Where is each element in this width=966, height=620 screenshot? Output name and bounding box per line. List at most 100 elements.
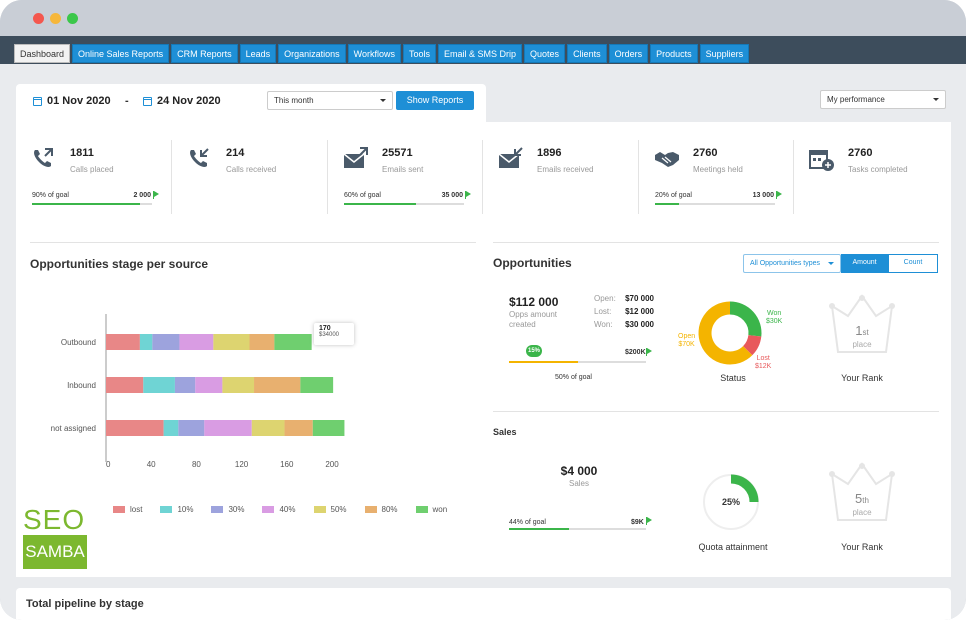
bar-segment[interactable] [179, 334, 214, 350]
legend-label: 10% [177, 505, 194, 514]
brand-logo: SEO SAMBA [23, 505, 87, 573]
bar-segment[interactable] [152, 334, 180, 350]
kpi-divider [638, 140, 639, 214]
category-label: not assigned [51, 424, 96, 433]
legend-item[interactable]: 40% [262, 505, 296, 514]
legend-label: 50% [330, 505, 347, 514]
date-to[interactable]: 24 Nov 2020 [143, 95, 221, 107]
close-window-button[interactable] [33, 13, 44, 24]
tab-organizations[interactable]: Organizations [278, 44, 346, 63]
calendar-icon [33, 96, 42, 106]
kpi-target: 2 000 [133, 192, 151, 199]
opps-amount-label: Opps amount created [509, 310, 558, 329]
amount-toggle[interactable]: Amount [841, 254, 888, 273]
bar-segment[interactable] [106, 420, 164, 436]
kpi-label: Emails sent [382, 165, 424, 174]
tab-online-sales-reports[interactable]: Online Sales Reports [72, 44, 170, 63]
bar-segment[interactable] [163, 420, 179, 436]
kpi-target: 13 000 [752, 192, 774, 199]
minimize-window-button[interactable] [50, 13, 61, 24]
crown-icon [829, 294, 895, 353]
open-stat: Open: $70 000 [594, 294, 654, 303]
count-toggle[interactable]: Count [888, 254, 938, 273]
date-from[interactable]: 01 Nov 2020 [33, 95, 111, 107]
divider [493, 411, 939, 412]
bar-segment[interactable] [251, 420, 285, 436]
bar-segment[interactable] [274, 334, 312, 350]
show-reports-button[interactable]: Show Reports [396, 91, 474, 110]
x-tick-label: 200 [325, 460, 339, 469]
opps-progress-track [509, 361, 646, 363]
chevron-down-icon [380, 99, 386, 102]
bar-segment[interactable] [204, 420, 252, 436]
kpi-label: Meetings held [693, 165, 743, 174]
main-tabs: Dashboard Online Sales Reports CRM Reports… [14, 44, 750, 63]
kpi-divider [482, 140, 483, 214]
kpi-progress-fill [655, 203, 679, 205]
bar-segment[interactable] [178, 420, 205, 436]
tab-suppliers[interactable]: Suppliers [699, 44, 750, 63]
legend-item[interactable]: lost [113, 505, 142, 514]
bar-segment[interactable] [249, 334, 275, 350]
legend-swatch [160, 506, 173, 513]
legend-item[interactable]: won [415, 505, 447, 514]
chevron-down-icon [933, 98, 939, 101]
donut-slice[interactable] [742, 334, 762, 356]
legend-item[interactable]: 80% [364, 505, 398, 514]
lost-slice-label: Lost $12K [755, 355, 772, 370]
tab-quotes[interactable]: Quotes [524, 44, 566, 63]
kpi-label: Calls received [226, 165, 277, 174]
chevron-down-icon [828, 262, 834, 265]
bar-segment[interactable] [222, 377, 255, 393]
bar-segment[interactable] [106, 377, 144, 393]
rank-word: place [852, 340, 872, 349]
bar-segment[interactable] [213, 334, 250, 350]
opportunity-type-select[interactable]: All Opportunities types [743, 254, 841, 273]
phone-outgoing-icon [31, 147, 57, 178]
tab-tools[interactable]: Tools [403, 44, 437, 63]
bar-segment[interactable] [254, 377, 301, 393]
tab-dashboard[interactable]: Dashboard [14, 44, 71, 63]
tab-clients[interactable]: Clients [567, 44, 607, 63]
kpi-progress-track [344, 203, 464, 205]
tab-crm-reports[interactable]: CRM Reports [171, 44, 238, 63]
tooltip-value: 170 [319, 325, 331, 332]
bar-segment[interactable] [174, 377, 196, 393]
opps-progress-fill [509, 361, 578, 363]
kpi-goal-text: 20% of goal [655, 192, 692, 199]
chart-tooltip: 170 $34000 [314, 323, 354, 345]
tab-workflows[interactable]: Workflows [347, 44, 401, 63]
pipeline-title: Total pipeline by stage [26, 598, 144, 610]
tab-leads[interactable]: Leads [239, 44, 277, 63]
bar-segment[interactable] [195, 377, 223, 393]
rank-badge: 1st place [826, 292, 898, 364]
bar-segment[interactable] [300, 377, 334, 393]
donut-slice[interactable] [729, 301, 762, 337]
tab-email-sms-drip[interactable]: Email & SMS Drip [438, 44, 523, 63]
donut-slice[interactable] [698, 301, 753, 365]
legend-swatch [262, 506, 275, 513]
x-tick-label: 80 [192, 460, 201, 469]
kpi-value: 1811 [70, 147, 94, 159]
period-select[interactable]: This month [267, 91, 393, 110]
legend-item[interactable]: 50% [313, 505, 347, 514]
opps-target: $200K [625, 349, 646, 356]
bar-segment[interactable] [143, 377, 175, 393]
kpi-value: 1896 [537, 147, 562, 159]
bar-segment[interactable] [312, 420, 345, 436]
status-donut [698, 301, 762, 365]
kpi-progress-track [32, 203, 152, 205]
bar-segment[interactable] [139, 334, 153, 350]
calendar-icon [143, 96, 152, 106]
tab-orders[interactable]: Orders [608, 44, 649, 63]
x-tick-label: 40 [147, 460, 156, 469]
tab-products[interactable]: Products [650, 44, 698, 63]
progress-bubble: 15% [526, 345, 542, 357]
performance-select[interactable]: My performance [820, 90, 946, 109]
legend-swatch [313, 506, 326, 513]
legend-item[interactable]: 30% [211, 505, 244, 514]
legend-item[interactable]: 10% [160, 505, 193, 514]
bar-segment[interactable] [284, 420, 313, 436]
maximize-window-button[interactable] [67, 13, 78, 24]
bar-segment[interactable] [106, 334, 140, 350]
